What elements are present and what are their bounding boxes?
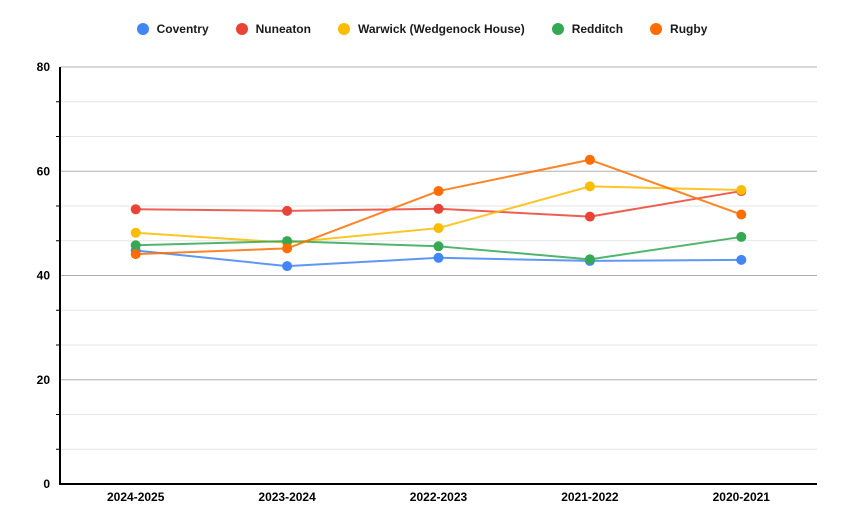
legend-dot-redditch: [551, 23, 564, 35]
legend-label: Warwick (Wedgenock House): [357, 22, 525, 36]
legend-label: Rugby: [670, 22, 708, 36]
legend-label: Nuneaton: [255, 22, 311, 36]
legend-label: Coventry: [156, 22, 209, 36]
y-axis-tick-label: 20: [37, 373, 51, 387]
y-axis-tick-label: 80: [37, 60, 51, 74]
data-point-warwick-wedgenock-house[interactable]: [433, 223, 444, 234]
legend-label: Redditch: [571, 22, 624, 36]
data-point-nuneaton[interactable]: [433, 203, 444, 214]
data-point-rugby[interactable]: [736, 209, 747, 220]
data-point-redditch[interactable]: [584, 254, 595, 265]
x-axis-category-label: 2022-2023: [410, 490, 468, 504]
data-point-redditch[interactable]: [433, 241, 444, 252]
legend-item-rugby[interactable]: Rugby: [650, 22, 707, 36]
data-point-rugby[interactable]: [584, 154, 595, 165]
data-point-nuneaton[interactable]: [282, 205, 293, 216]
data-point-rugby[interactable]: [130, 249, 141, 260]
y-axis-tick-label: 40: [37, 269, 51, 283]
data-point-coventry[interactable]: [433, 252, 444, 263]
x-axis-category-label: 2023-2024: [258, 490, 316, 504]
data-point-nuneaton[interactable]: [130, 204, 141, 215]
data-point-warwick-wedgenock-house[interactable]: [584, 181, 595, 192]
legend-item-redditch[interactable]: Redditch: [551, 22, 624, 36]
legend-dot-warwick-wedgenock-house: [337, 23, 350, 35]
legend-dot-rugby: [650, 23, 663, 35]
legend-item-warwick-wedgenock-house[interactable]: Warwick (Wedgenock House): [337, 22, 525, 36]
data-point-nuneaton[interactable]: [584, 211, 595, 222]
x-axis-category-label: 2024-2025: [107, 490, 165, 504]
legend-dot-coventry: [136, 23, 149, 35]
legend-item-coventry[interactable]: Coventry: [136, 22, 209, 36]
data-point-coventry[interactable]: [282, 261, 293, 272]
legend-item-nuneaton[interactable]: Nuneaton: [235, 22, 311, 36]
legend-dot-nuneaton: [235, 23, 248, 35]
data-point-redditch[interactable]: [130, 240, 141, 251]
y-axis-tick-label: 0: [43, 477, 50, 491]
data-point-warwick-wedgenock-house[interactable]: [736, 185, 747, 196]
x-axis-category-label: 2020-2021: [713, 490, 771, 504]
data-point-rugby[interactable]: [282, 243, 293, 254]
data-point-redditch[interactable]: [736, 231, 747, 242]
data-point-rugby[interactable]: [433, 186, 444, 197]
data-point-coventry[interactable]: [736, 254, 747, 265]
y-axis-tick-label: 60: [37, 164, 51, 178]
chart-legend: Coventry Nuneaton Warwick (Wedgenock House…: [0, 22, 844, 36]
data-point-warwick-wedgenock-house[interactable]: [130, 227, 141, 238]
data-point-redditch[interactable]: [282, 236, 293, 247]
x-axis-category-label: 2021-2022: [561, 490, 619, 504]
